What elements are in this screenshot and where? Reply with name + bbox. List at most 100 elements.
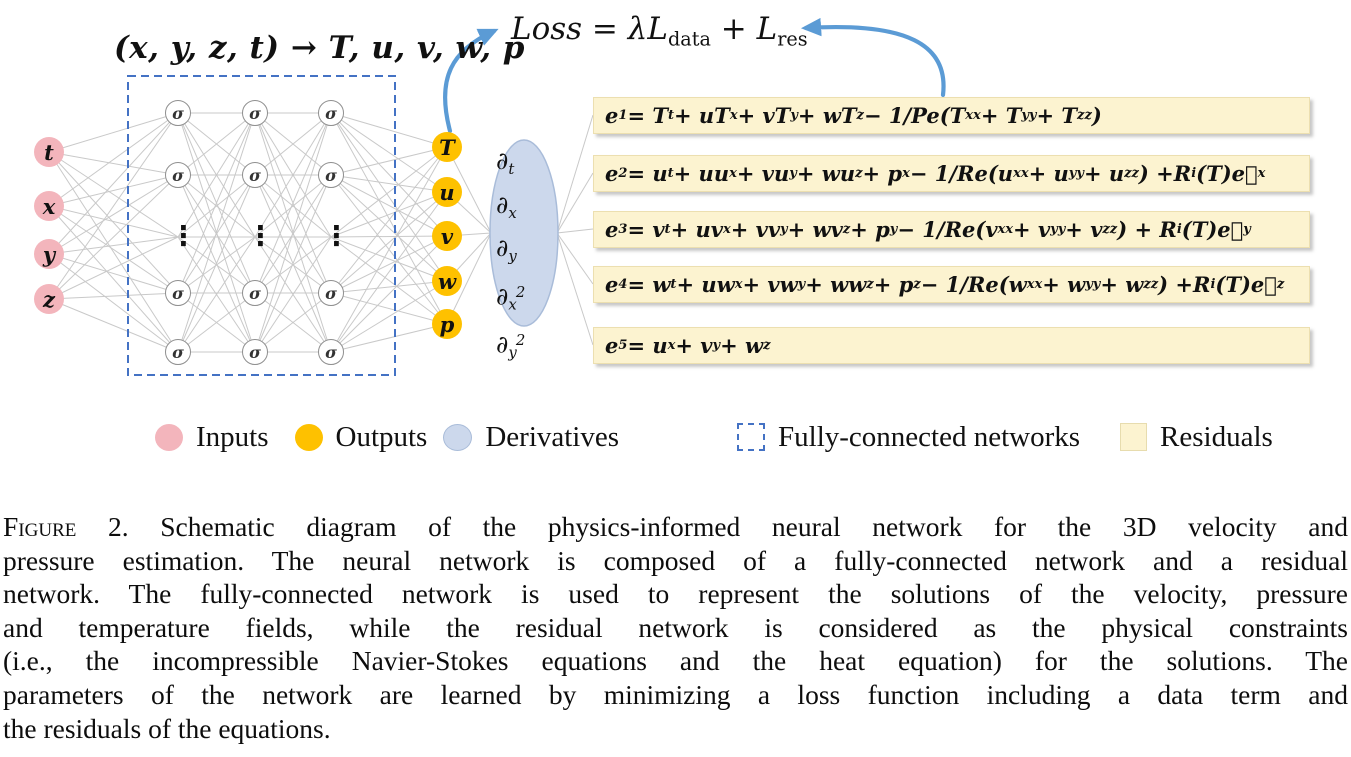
sigma-node: σ bbox=[165, 339, 191, 365]
connection-line bbox=[330, 292, 448, 325]
connection-line bbox=[177, 112, 256, 353]
legend-item-derivatives: Derivatives bbox=[443, 421, 619, 454]
connection-line bbox=[48, 151, 179, 238]
connection-line bbox=[446, 146, 492, 234]
connection-line bbox=[48, 298, 179, 353]
connection-line bbox=[48, 205, 179, 353]
connection-line bbox=[177, 174, 256, 238]
legend-item-fully-connected: Fully-connected networks bbox=[737, 421, 1080, 454]
connection-line bbox=[556, 172, 594, 234]
caption-line: (i.e., the incompressible Navier-Stokes … bbox=[3, 645, 1348, 677]
output-node-T: T bbox=[432, 132, 462, 162]
figure-label: Figure 2. bbox=[3, 511, 129, 542]
connection-line bbox=[330, 112, 448, 237]
connection-line bbox=[330, 236, 448, 282]
output-node-w: w bbox=[432, 266, 462, 296]
sigma-node: σ bbox=[242, 280, 268, 306]
connection-line bbox=[330, 191, 448, 294]
sigma-node: σ bbox=[318, 339, 344, 365]
arrow-output-to-loss bbox=[442, 28, 499, 134]
legend-item-inputs: Inputs bbox=[155, 421, 269, 454]
sigma-node: σ bbox=[318, 100, 344, 126]
sigma-node: σ bbox=[165, 280, 191, 306]
connection-line bbox=[48, 205, 179, 238]
derivative-item: ∂t bbox=[496, 147, 515, 179]
legend-label: Residuals bbox=[1160, 420, 1273, 453]
sigma-node: σ bbox=[318, 162, 344, 188]
sigma-node: σ bbox=[165, 100, 191, 126]
output-node-p: p bbox=[432, 309, 462, 339]
connection-line bbox=[48, 292, 179, 300]
connection-line bbox=[254, 112, 332, 176]
connection-line bbox=[330, 174, 448, 193]
connection-line bbox=[48, 236, 179, 300]
connection-line bbox=[48, 174, 179, 255]
connection-line bbox=[177, 112, 256, 176]
connection-line bbox=[48, 112, 179, 300]
derivatives-list: ∂t ∂x ∂y ∂x2 ∂y2 bbox=[496, 144, 554, 371]
connection-line bbox=[254, 112, 332, 238]
connection-line bbox=[254, 112, 332, 353]
caption-line: parameters of the network are learned by… bbox=[3, 678, 1348, 710]
connection-line bbox=[446, 232, 492, 325]
legend-label: Fully-connected networks bbox=[778, 420, 1081, 453]
legend-label: Derivatives bbox=[485, 420, 620, 453]
connection-line bbox=[177, 174, 256, 353]
connection-line bbox=[254, 236, 332, 294]
connection-line bbox=[330, 235, 448, 294]
fully-connected-network-box bbox=[127, 75, 396, 376]
connection-line bbox=[330, 112, 448, 148]
connection-line bbox=[48, 174, 179, 207]
input-node-x: x bbox=[34, 191, 64, 221]
caption-line: pressure estimation. The neural network … bbox=[3, 544, 1348, 576]
connection-line bbox=[330, 280, 448, 353]
connection-line bbox=[177, 112, 256, 294]
connection-line bbox=[330, 174, 448, 282]
connection-line bbox=[48, 151, 179, 353]
connection-line bbox=[330, 191, 448, 238]
connection-line bbox=[48, 151, 179, 176]
connection-line bbox=[330, 112, 448, 193]
connection-line bbox=[330, 112, 448, 325]
hidden-layer-ellipsis: ⋮ bbox=[247, 221, 274, 252]
sigma-node: σ bbox=[165, 162, 191, 188]
connection-line bbox=[48, 112, 179, 255]
legend-item-outputs: Outputs bbox=[294, 420, 428, 454]
connection-line bbox=[556, 232, 594, 346]
connection-line bbox=[330, 112, 448, 282]
derivatives-ellipse bbox=[489, 139, 559, 327]
figure-caption: Figure 2. Schematic diagram of the physi… bbox=[3, 510, 1348, 745]
loss-formula: Loss = λLdata + Lres bbox=[511, 11, 808, 51]
dashed-box-swatch-icon bbox=[737, 423, 766, 451]
outputs-swatch-icon bbox=[294, 423, 323, 451]
connection-line bbox=[330, 236, 448, 325]
legend-label: Inputs bbox=[196, 420, 269, 453]
connection-line bbox=[330, 146, 448, 238]
connection-line bbox=[48, 112, 179, 207]
output-node-v: v bbox=[432, 221, 462, 251]
connection-line bbox=[48, 253, 179, 353]
connection-line bbox=[177, 112, 256, 238]
input-node-t: t bbox=[34, 137, 64, 167]
caption-line: network. The fully-connected network is … bbox=[3, 578, 1348, 610]
derivative-item: ∂y2 bbox=[496, 330, 526, 362]
connection-line bbox=[254, 292, 332, 353]
inputs-swatch-icon bbox=[155, 423, 183, 451]
connection-line bbox=[254, 174, 332, 238]
input-node-y: y bbox=[34, 239, 64, 269]
hidden-layer-ellipsis: ⋮ bbox=[170, 221, 197, 252]
connection-line bbox=[48, 205, 179, 294]
connection-line bbox=[330, 235, 448, 238]
legend-label: Outputs bbox=[335, 420, 428, 453]
connection-line bbox=[556, 114, 594, 234]
connection-line bbox=[254, 236, 332, 353]
derivative-item: ∂x bbox=[496, 190, 517, 222]
caption-line: and temperature fields, while the residu… bbox=[3, 611, 1348, 643]
connection-line bbox=[556, 228, 594, 234]
caption-line: Figure 2. Schematic diagram of the physi… bbox=[3, 511, 1348, 542]
residuals-swatch-icon bbox=[1120, 423, 1148, 451]
